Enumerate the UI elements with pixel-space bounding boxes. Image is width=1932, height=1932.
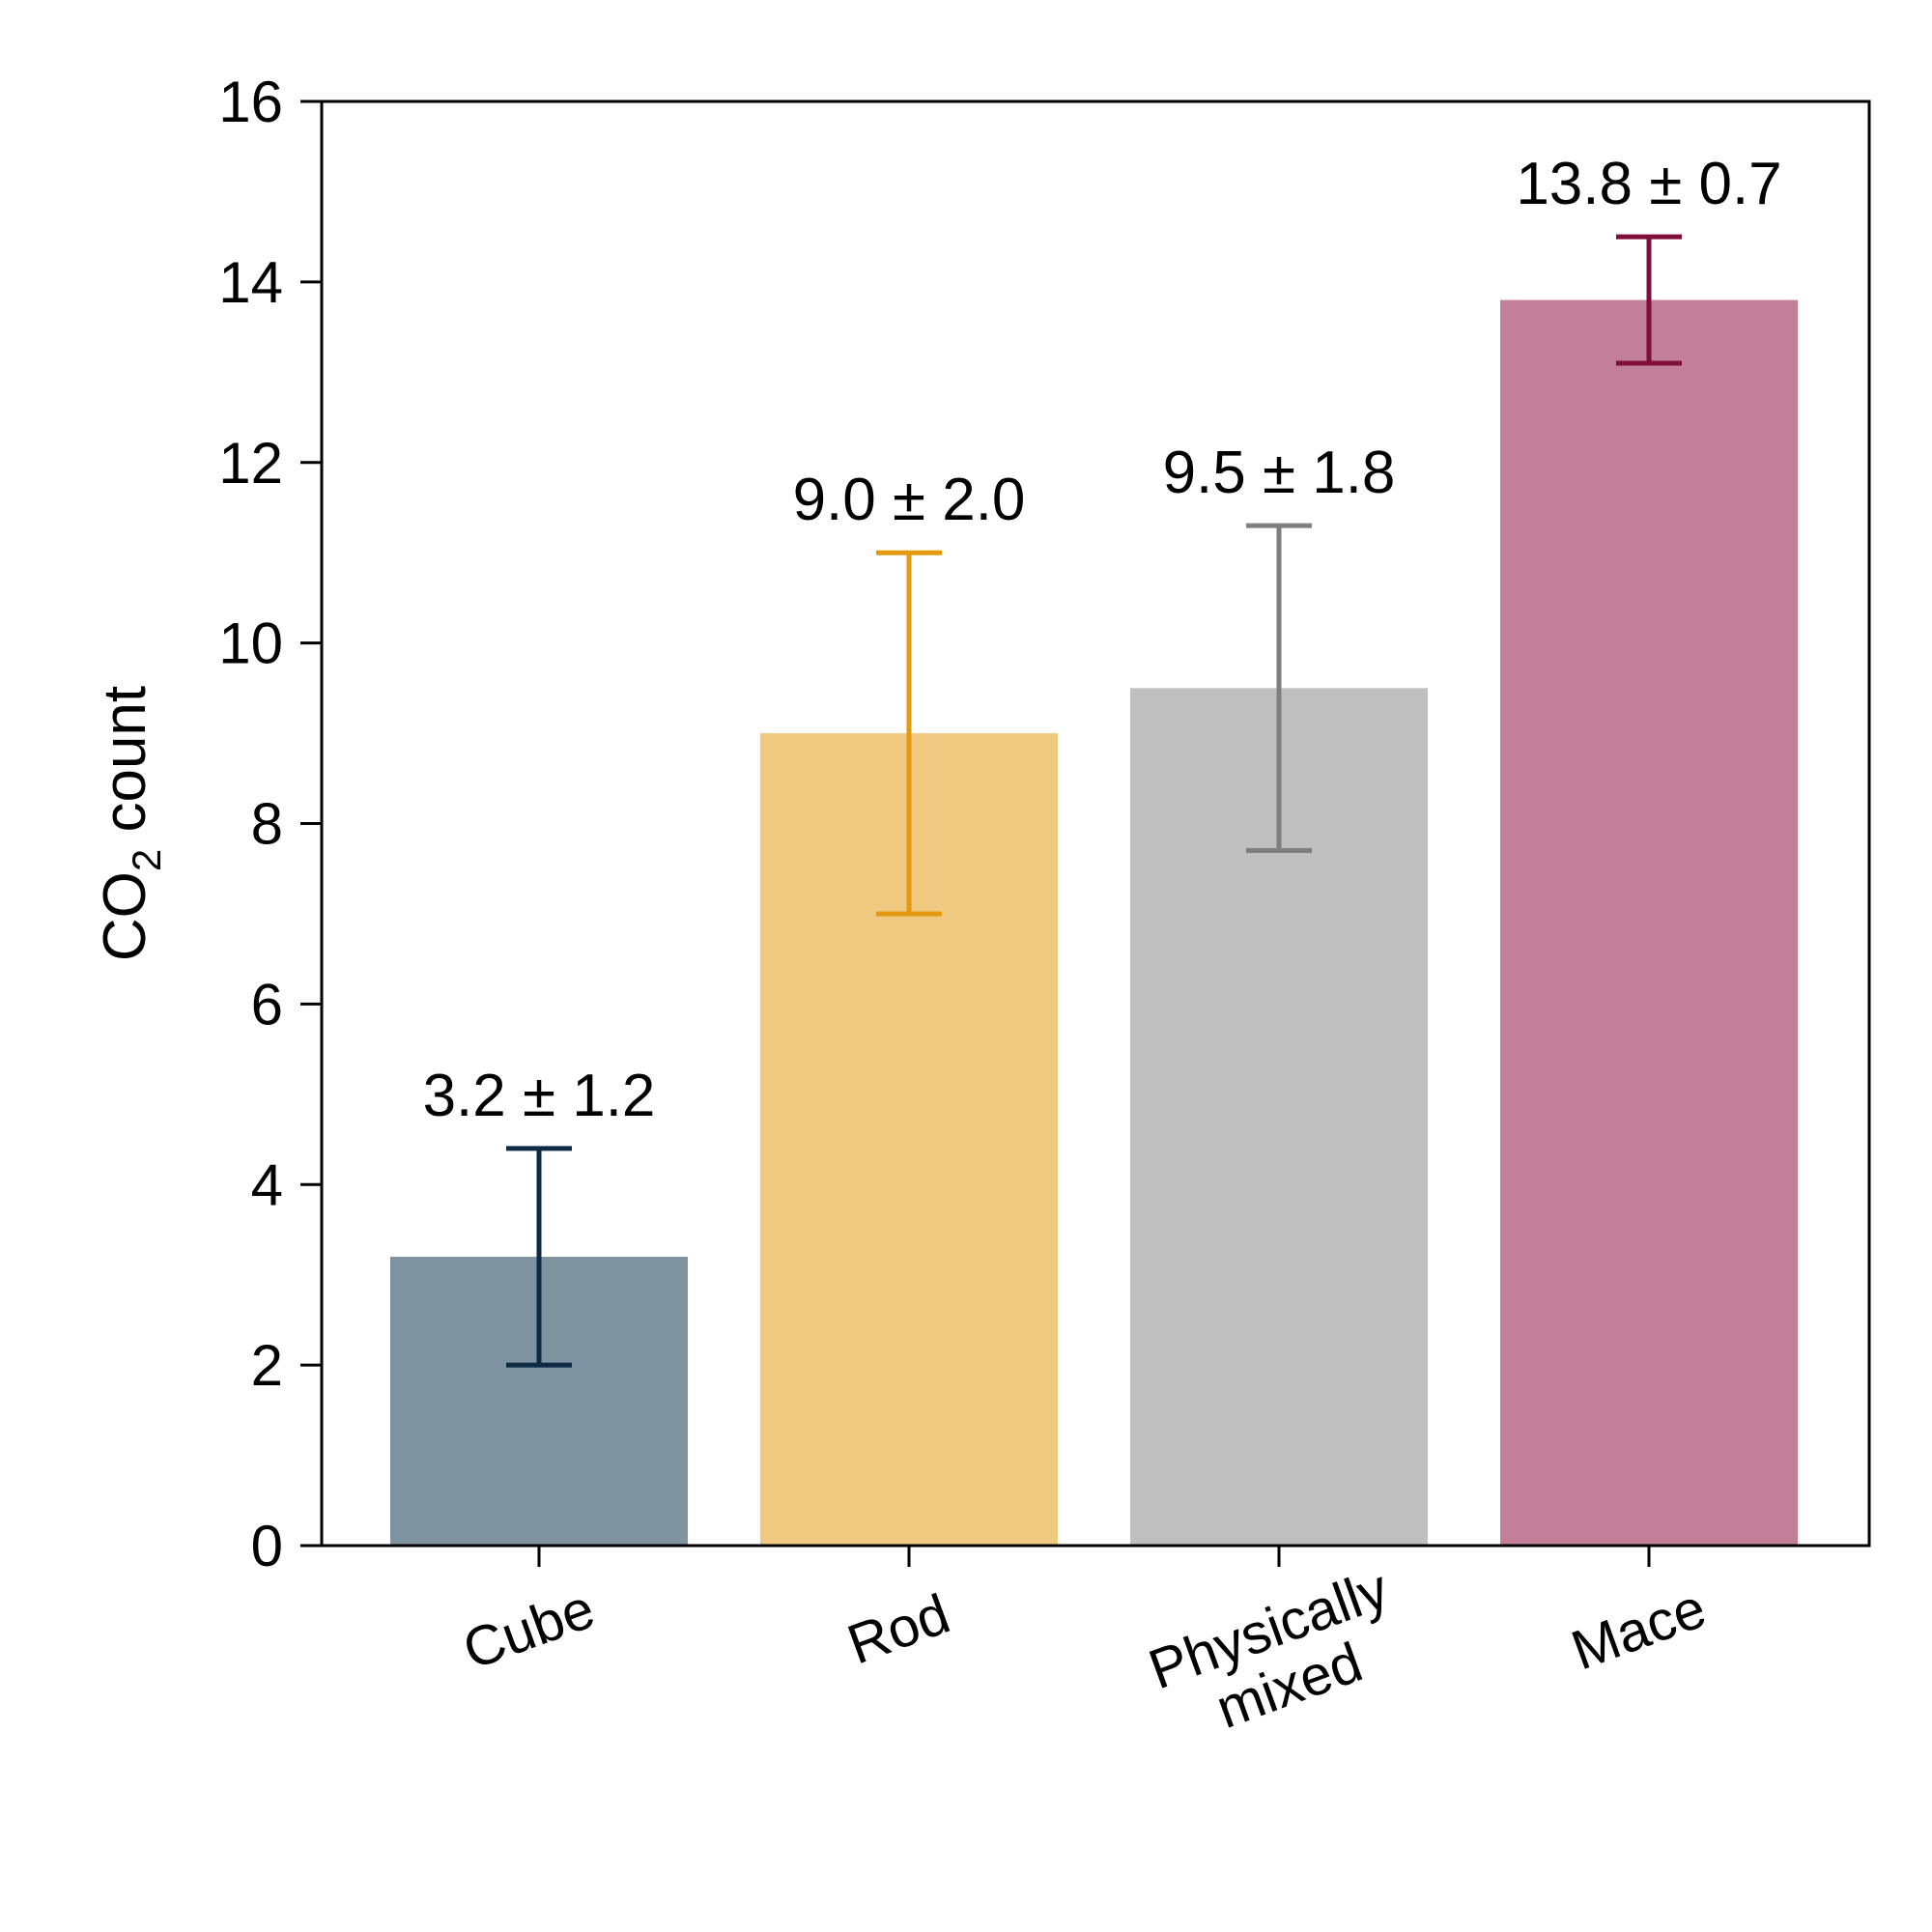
error-bar-2 [876,550,942,917]
value-label-1: 3.2 ± 1.2 [423,1063,656,1129]
value-label-4: 13.8 ± 0.7 [1516,151,1781,217]
y-tick-label: 0 [251,1514,283,1578]
y-tick-label: 2 [251,1333,283,1398]
y-tick-label: 16 [218,70,283,134]
y-tick-label: 4 [251,1152,283,1217]
value-label-2: 9.0 ± 2.0 [793,467,1026,533]
y-tick-label: 10 [218,611,283,676]
y-axis-ticks: 0 2 4 6 8 10 12 14 16 [218,70,322,1578]
value-annotations-layer: 3.2 ± 1.2 9.0 ± 2.0 9.5 ± 1.8 13.8 ± 0.7 [423,151,1782,1129]
error-bar-3 [1246,523,1312,854]
value-label-3: 9.5 ± 1.8 [1163,440,1396,506]
y-tick-label: 14 [218,250,283,315]
y-axis-label: CO2 count [92,686,169,961]
y-tick-label: 12 [218,431,283,496]
y-tick-label: 8 [251,792,283,857]
error-bar-4 [1616,234,1682,366]
error-bars-layer [506,234,1682,1368]
bar-4 [1500,299,1798,1546]
y-tick-label: 6 [251,972,283,1037]
error-bar-1 [506,1146,572,1368]
